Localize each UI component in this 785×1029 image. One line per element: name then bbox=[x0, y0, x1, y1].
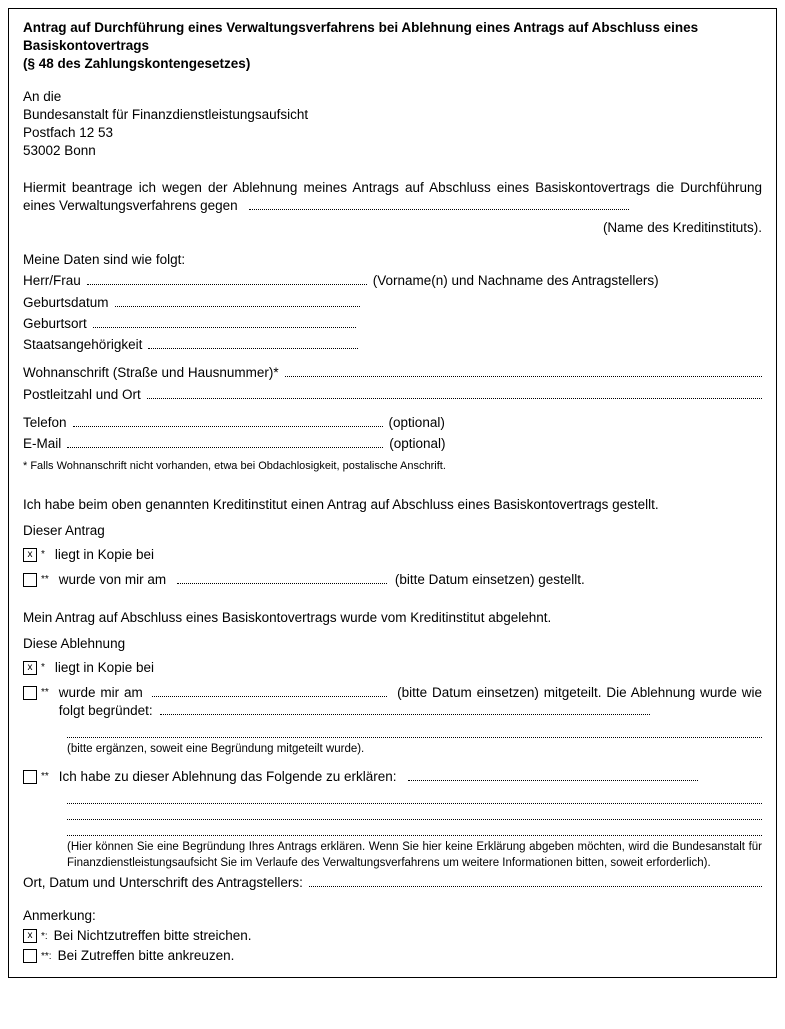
field-name[interactable] bbox=[87, 273, 367, 285]
bank-name-field[interactable] bbox=[249, 198, 629, 210]
address-line-1: An die bbox=[23, 88, 762, 106]
field-geburtsort[interactable] bbox=[93, 316, 356, 328]
ablehnung-opt1-row: x * liegt in Kopie bei bbox=[23, 659, 762, 677]
field-begruendung-1[interactable] bbox=[160, 703, 650, 715]
intro-tail: (Name des Kreditinstituts). bbox=[23, 219, 762, 237]
field-geburtsdatum[interactable] bbox=[115, 294, 360, 306]
field-erklaerung-1[interactable] bbox=[408, 768, 698, 780]
label-herrfrau: Herr/Frau bbox=[23, 272, 81, 290]
mark-star-2: * bbox=[41, 661, 45, 675]
field-telefon[interactable] bbox=[73, 415, 383, 427]
checkbox-erklaerung[interactable] bbox=[23, 770, 37, 784]
row-signature: Ort, Datum und Unterschrift des Antragst… bbox=[23, 874, 762, 892]
ablehnung-opt3-note: (Hier können Sie eine Begründung Ihres A… bbox=[67, 840, 762, 871]
label-signature: Ort, Datum und Unterschrift des Antragst… bbox=[23, 874, 303, 892]
field-antrag-datum[interactable] bbox=[177, 572, 387, 584]
field-signature[interactable] bbox=[309, 875, 762, 887]
footnote-wohn: * Falls Wohnanschrift nicht vorhanden, e… bbox=[23, 459, 762, 474]
ablehnung-intro: Mein Antrag auf Abschluss eines Basiskon… bbox=[23, 609, 762, 627]
ablehnung-sub: Diese Ablehnung bbox=[23, 635, 762, 653]
field-erklaerung-4[interactable] bbox=[67, 824, 762, 836]
mark-dstar-2: ** bbox=[41, 686, 49, 700]
anmerkung-mark-2: **: bbox=[41, 950, 52, 964]
anmerkung-box-x: x bbox=[23, 929, 37, 943]
row-wohn: Wohnanschrift (Straße und Hausnummer)* bbox=[23, 364, 762, 382]
antrag-opt2-text: wurde von mir am (bitte Datum einsetzen)… bbox=[59, 571, 762, 589]
field-plz[interactable] bbox=[147, 386, 762, 398]
recipient-address: An die Bundesanstalt für Finanzdienstlei… bbox=[23, 88, 762, 161]
label-plz: Postleitzahl und Ort bbox=[23, 386, 141, 404]
ablehnung-opt3-text: Ich habe zu dieser Ablehnung das Folgend… bbox=[59, 768, 762, 786]
antrag-opt1-row: x * liegt in Kopie bei bbox=[23, 546, 762, 564]
label-wohn: Wohnanschrift (Straße und Hausnummer)* bbox=[23, 364, 279, 382]
mark-star-1: * bbox=[41, 548, 45, 562]
anmerkung-row-1: x *: Bei Nichtzutreffen bitte streichen. bbox=[23, 927, 762, 945]
title-line-2: (§ 48 des Zahlungskontengesetzes) bbox=[23, 55, 762, 73]
anmerkung-heading: Anmerkung: bbox=[23, 907, 762, 925]
mark-dstar-3: ** bbox=[41, 770, 49, 784]
checkbox-antrag-datum[interactable] bbox=[23, 573, 37, 587]
ablehnung-opt2-note: (bitte ergänzen, soweit eine Begründung … bbox=[67, 742, 762, 758]
antrag-intro: Ich habe beim oben genannten Kreditinsti… bbox=[23, 496, 762, 514]
field-ablehnung-datum[interactable] bbox=[152, 684, 387, 696]
ablehnung-opt1-text: liegt in Kopie bei bbox=[55, 659, 762, 677]
row-geburtsdatum: Geburtsdatum bbox=[23, 294, 762, 312]
form-container: Antrag auf Durchführung eines Verwaltung… bbox=[8, 8, 777, 978]
field-staat[interactable] bbox=[148, 337, 358, 349]
mydata-heading: Meine Daten sind wie folgt: bbox=[23, 251, 762, 269]
anmerkung-text-2: Bei Zutreffen bitte ankreuzen. bbox=[58, 947, 235, 965]
row-telefon: Telefon (optional) bbox=[23, 414, 762, 432]
ablehnung-opt2-text: wurde mir am (bitte Datum einsetzen) mit… bbox=[59, 684, 762, 720]
field-begruendung-2[interactable] bbox=[67, 726, 762, 738]
anmerkung-mark-1: *: bbox=[41, 930, 48, 944]
mark-dstar-1: ** bbox=[41, 573, 49, 587]
antrag-opt1-text: liegt in Kopie bei bbox=[55, 546, 762, 564]
tail-herrfrau: (Vorname(n) und Nachname des Antragstell… bbox=[373, 272, 659, 290]
tail-email: (optional) bbox=[389, 435, 445, 453]
address-line-4: 53002 Bonn bbox=[23, 142, 762, 160]
label-geburtsort: Geburtsort bbox=[23, 315, 87, 333]
label-geburtsdatum: Geburtsdatum bbox=[23, 294, 109, 312]
anmerkung-text-1: Bei Nichtzutreffen bitte streichen. bbox=[54, 927, 252, 945]
field-email[interactable] bbox=[67, 436, 383, 448]
anmerkung-row-2: **: Bei Zutreffen bitte ankreuzen. bbox=[23, 947, 762, 965]
ablehnung-opt3-row: ** Ich habe zu dieser Ablehnung das Folg… bbox=[23, 768, 762, 786]
tail-telefon: (optional) bbox=[389, 414, 445, 432]
checkbox-ablehnung-datum[interactable] bbox=[23, 686, 37, 700]
anmerkung-box-empty bbox=[23, 949, 37, 963]
label-telefon: Telefon bbox=[23, 414, 67, 432]
row-plz: Postleitzahl und Ort bbox=[23, 386, 762, 404]
row-email: E-Mail (optional) bbox=[23, 435, 762, 453]
intro-paragraph: Hiermit beantrage ich wegen der Ablehnun… bbox=[23, 179, 762, 215]
field-erklaerung-3[interactable] bbox=[67, 808, 762, 820]
field-wohn[interactable] bbox=[285, 365, 762, 377]
title-line-1: Antrag auf Durchführung eines Verwaltung… bbox=[23, 19, 762, 55]
row-geburtsort: Geburtsort bbox=[23, 315, 762, 333]
checkbox-antrag-kopie[interactable]: x bbox=[23, 548, 37, 562]
checkbox-ablehnung-kopie[interactable]: x bbox=[23, 661, 37, 675]
address-line-3: Postfach 12 53 bbox=[23, 124, 762, 142]
antrag-sub: Dieser Antrag bbox=[23, 522, 762, 540]
row-herrfrau: Herr/Frau (Vorname(n) und Nachname des A… bbox=[23, 272, 762, 290]
label-staat: Staatsangehörigkeit bbox=[23, 336, 142, 354]
antrag-opt2-row: ** wurde von mir am (bitte Datum einsetz… bbox=[23, 571, 762, 589]
field-erklaerung-2[interactable] bbox=[67, 792, 762, 804]
label-email: E-Mail bbox=[23, 435, 61, 453]
ablehnung-opt2-row: ** wurde mir am (bitte Datum einsetzen) … bbox=[23, 684, 762, 720]
form-title: Antrag auf Durchführung eines Verwaltung… bbox=[23, 19, 762, 74]
row-staat: Staatsangehörigkeit bbox=[23, 336, 762, 354]
address-line-2: Bundesanstalt für Finanzdienstleistungsa… bbox=[23, 106, 762, 124]
